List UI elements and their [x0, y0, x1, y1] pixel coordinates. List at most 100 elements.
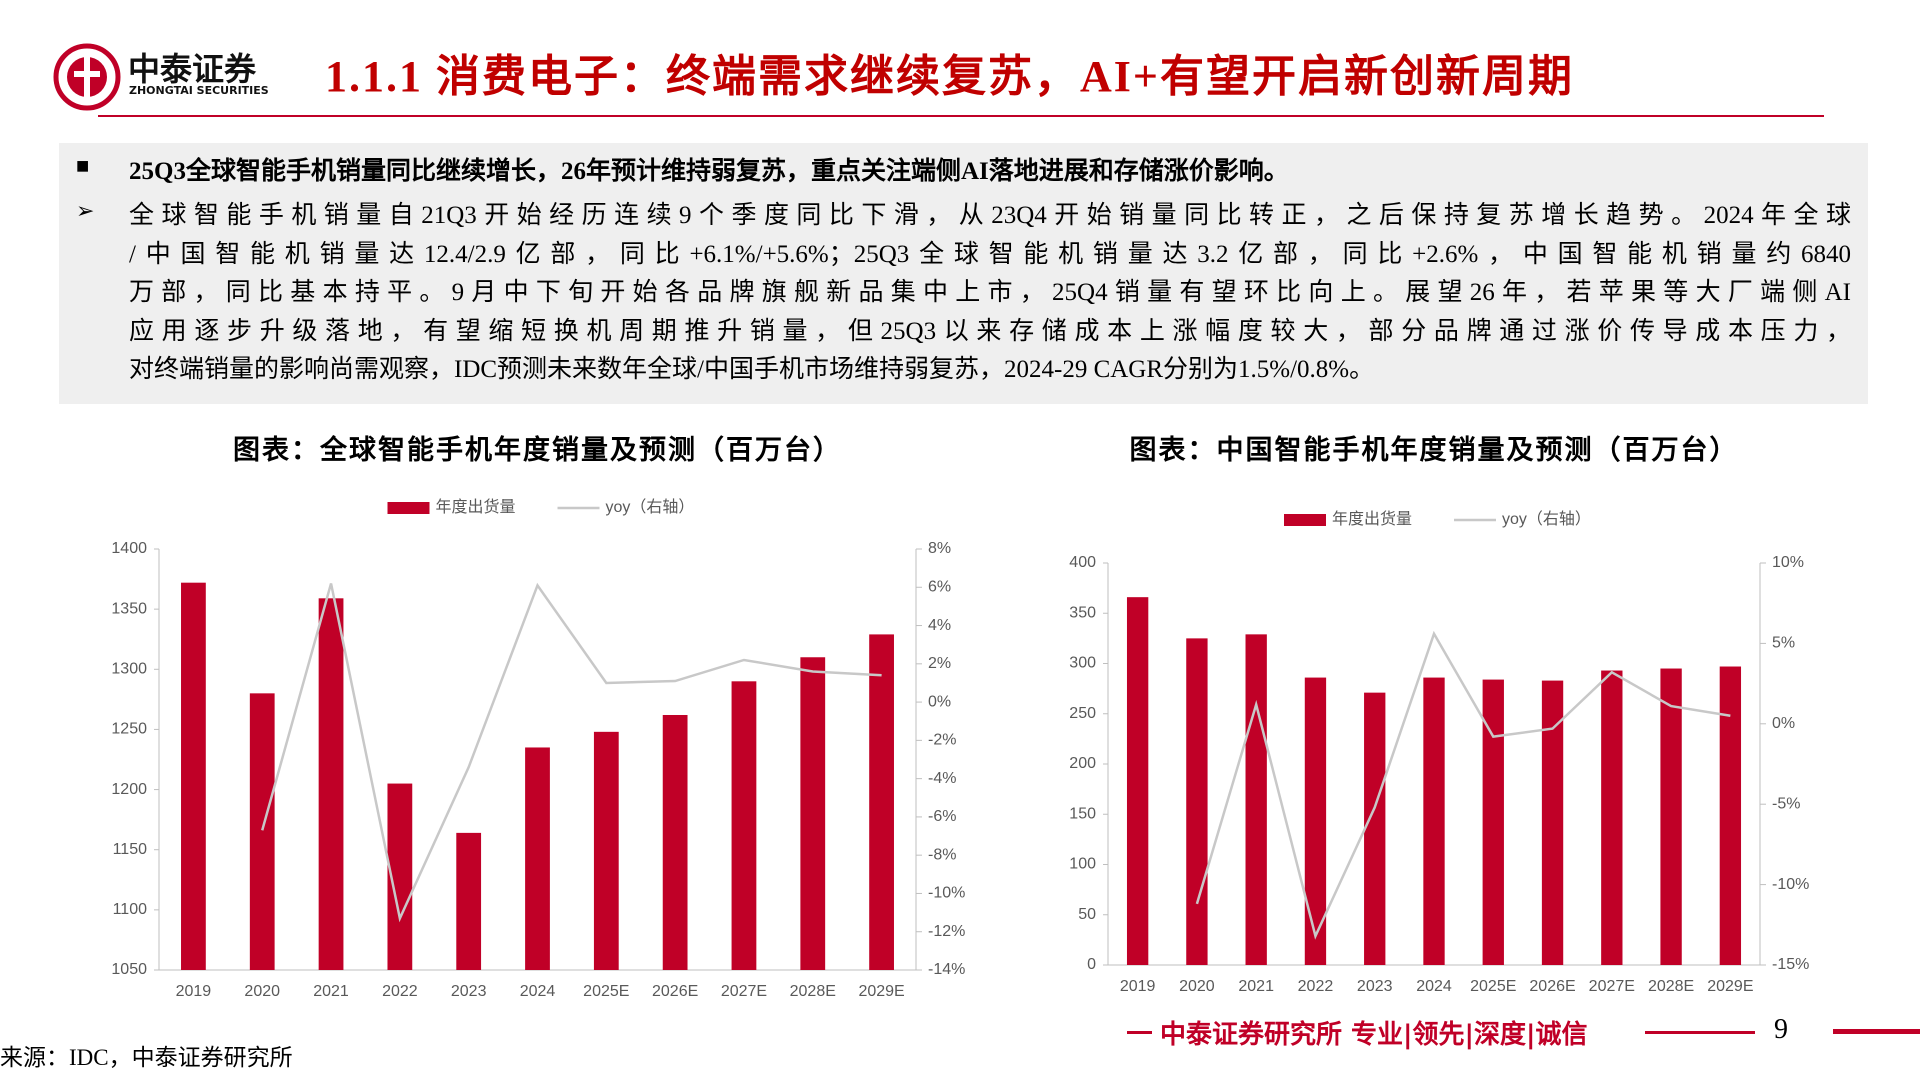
bullet-arrow: ➢: [76, 198, 95, 223]
y-tick-label: 1300: [111, 661, 147, 678]
x-tick-label: 2026E: [652, 983, 698, 1000]
footer-slogan: 中泰证券研究所 专业|领先|深度|诚信: [1160, 1020, 1588, 1050]
y-tick-label: 250: [1069, 705, 1096, 722]
bar: [1364, 692, 1386, 965]
bar: [1126, 597, 1149, 965]
bar: [318, 598, 344, 970]
y2-tick-label: -14%: [928, 961, 965, 978]
x-tick-label: 2029E: [1707, 978, 1753, 995]
legend-label: yoy（右轴）: [606, 498, 695, 516]
bar: [1423, 677, 1445, 965]
x-tick-label: 2025E: [1470, 978, 1516, 995]
x-tick-label: 2019: [1120, 978, 1156, 995]
summary-line: 万部，同比基本持平。9月中下旬开始各品牌旗舰新品集中上市，25Q4销量有望环比向…: [129, 279, 1851, 306]
x-tick-label: 2027E: [1589, 978, 1635, 995]
y2-tick-label: -5%: [1772, 795, 1800, 812]
bar: [1719, 666, 1742, 965]
bar: [800, 657, 826, 970]
summary-line: 应用逐步升级落地，有望缩短换机周期推升销量，但25Q3以来存储成本上涨幅度较大，…: [129, 317, 1851, 345]
bar: [731, 681, 757, 970]
chart-title: 图表：中国智能手机年度销量及预测（百万台）: [1130, 434, 1739, 465]
y2-tick-label: 0%: [928, 693, 951, 710]
summary-headline: 25Q3全球智能手机销量同比继续增长，26年预计维持弱复苏，重点关注端侧AI落地…: [129, 158, 1289, 185]
bar: [525, 747, 550, 970]
chart-title: 图表：全球智能手机年度销量及预测（百万台）: [233, 434, 842, 465]
y-tick-label: 150: [1069, 805, 1096, 822]
y2-tick-label: -12%: [928, 923, 965, 940]
bar: [1482, 679, 1504, 965]
y2-tick-label: -15%: [1772, 956, 1809, 973]
line-series: [1195, 630, 1731, 940]
x-tick-label: 2022: [382, 983, 418, 1000]
summary-line: 全球智能手机销量自21Q3开始经历连续9个季度同比下滑，从23Q4开始销量同比转…: [129, 202, 1851, 229]
bar: [1186, 638, 1208, 965]
title-rule: [98, 115, 1824, 117]
x-tick-label: 2025E: [583, 983, 629, 1000]
x-tick-label: 2020: [1179, 978, 1215, 995]
y2-tick-label: 8%: [928, 540, 951, 557]
x-tick-label: 2021: [1238, 978, 1274, 995]
y-tick-label: 50: [1078, 906, 1096, 923]
source: 来源：IDC，中泰证券研究所: [0, 1045, 293, 1070]
bar: [1601, 670, 1623, 965]
x-tick-label: 2024: [1416, 978, 1452, 995]
line-series: [261, 582, 882, 923]
y2-tick-label: -4%: [928, 770, 956, 787]
y2-tick-label: -10%: [1772, 876, 1809, 893]
y-tick-label: 1050: [111, 961, 147, 978]
logo-mark: [53, 43, 121, 111]
x-tick-label: 2024: [520, 983, 556, 1000]
y-tick-label: 1250: [111, 721, 147, 738]
y-tick-label: 100: [1069, 856, 1096, 873]
x-tick-label: 2019: [176, 983, 212, 1000]
x-tick-label: 2022: [1298, 978, 1334, 995]
slide-title: 1.1.1 消费电子：终端需求继续复苏，AI+有望开启新创新周期: [325, 52, 1574, 101]
bar: [181, 582, 206, 970]
legend-label: yoy（右轴）: [1502, 510, 1591, 528]
summary-line: /中国智能机销量达12.4/2.9亿部，同比+6.1%/+5.6%；25Q3全球…: [129, 240, 1851, 268]
legend-label: 年度出货量: [436, 498, 516, 516]
bar: [249, 693, 275, 970]
x-tick-label: 2023: [1357, 978, 1393, 995]
y-tick-label: 1200: [111, 781, 147, 798]
y2-tick-label: -10%: [928, 885, 965, 902]
y-tick-label: 1350: [111, 600, 147, 617]
logo-en: ZHONGTAI SECURITIES: [129, 84, 269, 97]
y2-tick-label: 5%: [1772, 635, 1795, 652]
y-tick-label: 400: [1069, 554, 1096, 571]
bar: [662, 714, 688, 970]
bullet-square: ■: [76, 153, 90, 178]
legend-label: 年度出货量: [1332, 510, 1412, 528]
x-tick-label: 2020: [244, 983, 280, 1000]
page-number: 9: [1774, 1014, 1788, 1045]
y-tick-label: 1400: [111, 540, 147, 557]
footer-rule: [1833, 1029, 1920, 1034]
y2-tick-label: 6%: [928, 578, 951, 595]
bar: [1541, 680, 1564, 965]
summary-box: [59, 143, 1868, 404]
y-tick-label: 350: [1069, 604, 1096, 621]
x-tick-label: 2021: [313, 983, 349, 1000]
y-tick-label: 1150: [113, 841, 148, 858]
summary-line: 对终端销量的影响尚需观察，IDC预测未来数年全球/中国手机市场维持弱复苏，202…: [129, 356, 1375, 383]
y2-tick-label: 2%: [928, 655, 951, 672]
x-tick-label: 2027E: [721, 983, 767, 1000]
footer-rule: [1645, 1031, 1755, 1034]
legend-swatch: [387, 502, 430, 514]
y2-tick-label: 0%: [1772, 715, 1795, 732]
bar: [1245, 634, 1267, 965]
y-tick-label: 1100: [113, 901, 148, 918]
y-tick-label: 300: [1069, 655, 1096, 672]
bar: [593, 731, 619, 970]
footer-rule: [1127, 1031, 1152, 1034]
bar: [456, 832, 482, 970]
x-tick-label: 2028E: [1648, 978, 1694, 995]
x-tick-label: 2028E: [790, 983, 836, 1000]
x-tick-label: 2023: [451, 983, 487, 1000]
bar: [869, 634, 894, 970]
y2-tick-label: -6%: [928, 808, 956, 825]
bar: [1660, 668, 1682, 965]
logo-cn: 中泰证券: [128, 50, 257, 88]
